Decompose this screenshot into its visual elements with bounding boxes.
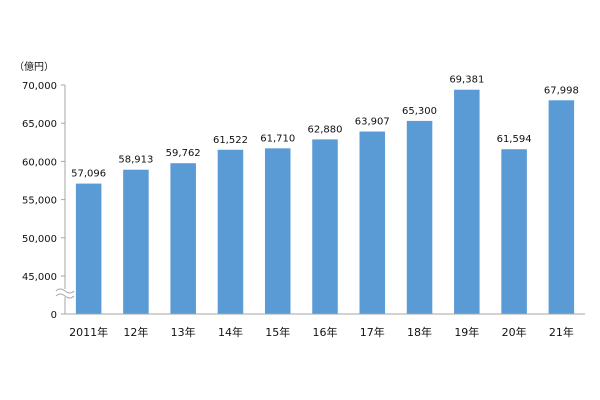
y-tick-label: 0 xyxy=(51,310,57,321)
x-tick-label: 18年 xyxy=(407,325,432,339)
bar-value-label: 59,762 xyxy=(166,148,201,159)
bar-value-label: 63,907 xyxy=(355,117,390,128)
bar-value-label: 57,096 xyxy=(71,169,106,180)
axis-break-mark xyxy=(55,293,75,299)
axis-break-mark xyxy=(55,288,75,294)
bar-value-label: 62,880 xyxy=(308,124,343,135)
y-tick-label: 60,000 xyxy=(22,157,57,168)
bar-value-label: 69,381 xyxy=(449,75,484,86)
x-tick-label: 12年 xyxy=(123,325,148,339)
y-tick-label: 45,000 xyxy=(22,272,57,283)
bar xyxy=(123,169,149,314)
bar xyxy=(264,148,291,314)
x-tick-label: 16年 xyxy=(313,325,338,339)
x-tick-label: 2011年 xyxy=(69,325,108,339)
bar xyxy=(75,183,102,314)
bar-value-label: 61,594 xyxy=(497,134,532,145)
x-axis: 2011年 12年 13年 14年 15年 16年 17年 18年 19年 20年 21年 xyxy=(65,313,585,339)
y-tick-label: 55,000 xyxy=(22,196,57,207)
x-tick-label: 20年 xyxy=(502,325,527,339)
x-tick-label: 21年 xyxy=(549,325,574,339)
bar xyxy=(217,149,244,314)
bar xyxy=(454,89,480,314)
bar-value-label: 61,522 xyxy=(213,135,248,146)
bar-value-label: 65,300 xyxy=(402,106,437,117)
y-tick-label: 65,000 xyxy=(22,119,57,130)
y-axis: 0 45,000 50,000 55,000 60,000 65,000 70,000 xyxy=(22,81,75,321)
bar-value-label: 61,710 xyxy=(260,133,295,144)
bar xyxy=(312,139,338,314)
bar xyxy=(359,131,386,314)
unit-label: （億円） xyxy=(14,60,54,73)
y-tick-label: 70,000 xyxy=(22,81,57,92)
bar-value-label: 67,998 xyxy=(544,85,579,96)
axis-break-gap xyxy=(56,289,74,297)
x-tick-label: 15年 xyxy=(265,325,290,339)
bars: 57,096 58,913 59,762 61,522 61,710 62,880 63,9… xyxy=(71,75,579,315)
bar xyxy=(501,149,527,314)
bar-value-label: 58,913 xyxy=(118,155,153,166)
x-tick-label: 19年 xyxy=(454,325,479,339)
bar xyxy=(170,163,196,314)
x-tick-label: 13年 xyxy=(171,325,196,339)
bar xyxy=(548,100,575,314)
bar xyxy=(406,120,433,315)
y-tick-label: 50,000 xyxy=(22,234,57,245)
x-tick-label: 14年 xyxy=(218,325,243,339)
x-tick-label: 17年 xyxy=(360,325,385,339)
